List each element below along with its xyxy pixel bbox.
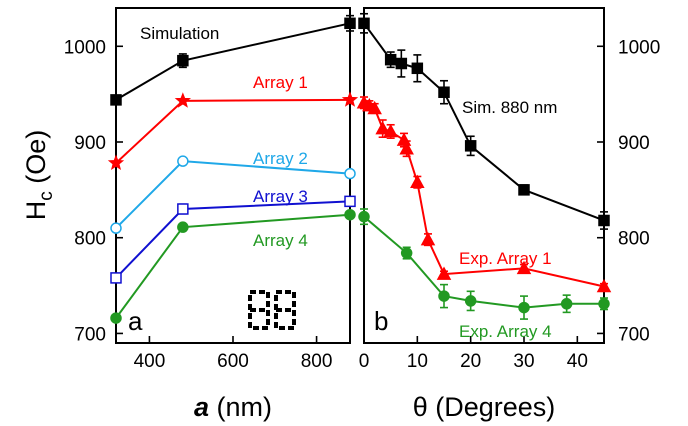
p2-series-2-point	[560, 298, 573, 310]
y-tick-label: 800	[74, 229, 106, 250]
label-array-1: Array 1	[253, 73, 308, 92]
y-tick-label: 900	[618, 133, 650, 154]
p1-series-3-line	[115, 200, 351, 279]
p1-series-4-point	[344, 208, 356, 221]
p2-series-1-point	[436, 266, 452, 280]
p2-series-0-point	[438, 86, 450, 98]
p1-series-2-point	[344, 167, 356, 180]
p2-series-1-point	[367, 100, 382, 115]
p2-series-1-point	[410, 174, 425, 188]
p2-series-1-point	[420, 232, 436, 246]
p2-series-2-point	[464, 295, 477, 307]
p2-series-0-line	[363, 22, 605, 222]
panel-b-x-axis-label: θ (Degrees)	[413, 392, 556, 422]
p2-series-0-point	[518, 184, 530, 196]
label-sim-880: Sim. 880 nm	[462, 98, 557, 117]
panel-b-frame	[363, 7, 605, 344]
panel-b-letter: b	[374, 306, 388, 336]
p1-series-1-line	[115, 98, 351, 164]
p2-series-0-point	[395, 57, 408, 70]
p1-series-1-point	[341, 91, 359, 107]
p1-series-2-point	[177, 155, 189, 167]
p1-series-0-point	[177, 54, 189, 67]
y-tick-label: 700	[618, 324, 650, 345]
label-exp-array-1: Exp. Array 1	[459, 249, 552, 268]
p2-series-2-point	[358, 210, 370, 223]
label-simulation: Simulation	[140, 24, 219, 43]
dashed-glyph-icon	[248, 290, 296, 330]
y-tick-label: 1000	[618, 37, 660, 58]
p2-series-0-point	[464, 140, 477, 152]
p1-series-3-point	[177, 203, 189, 215]
p2-series-0-point	[384, 53, 397, 66]
x-tick-label: 30	[513, 351, 534, 372]
label-array-4: Array 4	[253, 231, 308, 250]
x-tick-label: 10	[407, 351, 428, 372]
x-tick-label: 20	[460, 351, 481, 372]
y-tick-label: 800	[618, 229, 650, 250]
p1-series-0-point	[344, 17, 356, 30]
panel-b-ticks: 0 10 20 30 40 700 800 900 1000	[359, 37, 661, 372]
p1-series-4-point	[177, 221, 189, 233]
p1-series-4-point	[110, 312, 122, 324]
p2-series-0-point	[411, 62, 424, 75]
label-exp-array-4: Exp. Array 4	[459, 322, 552, 341]
p1-series-1-point	[174, 92, 192, 108]
x-tick-label: 40	[567, 351, 588, 372]
p2-series-1-point	[516, 260, 532, 275]
x-tick-label: 600	[217, 351, 249, 372]
panel-a-y-axis-label: Hc (Oe)	[21, 130, 57, 221]
p2-series-2-point	[438, 290, 450, 302]
p2-series-1-point	[375, 121, 390, 135]
p2-series-1-point	[383, 123, 398, 138]
panel-a-x-axis-label: a (nm)	[194, 392, 272, 422]
y-tick-label: 700	[74, 324, 106, 345]
x-tick-label: 0	[359, 351, 370, 372]
p2-series-2-point	[400, 247, 413, 259]
y-tick-label: 1000	[64, 37, 106, 58]
p2-series-1-point	[399, 141, 414, 155]
p1-series-1-point	[107, 154, 125, 170]
p2-series-1-point	[596, 278, 612, 293]
panel-b-plot	[356, 12, 612, 320]
p1-series-3-point	[344, 195, 356, 208]
p1-series-4-line	[115, 213, 351, 319]
panel-a-letter: a	[128, 306, 143, 336]
label-array-2: Array 2	[253, 149, 308, 168]
x-tick-label: 800	[301, 351, 333, 372]
x-tick-label: 400	[134, 351, 166, 372]
label-array-3: Array 3	[253, 187, 308, 206]
panel-a-ticks: 400 600 800 700 800 900 1000	[64, 37, 333, 372]
p2-series-0-point	[358, 17, 370, 30]
p2-series-0-point	[598, 214, 610, 227]
panel-a-plot	[107, 14, 359, 324]
panel-a-frame	[115, 7, 351, 344]
p1-series-3-point	[110, 272, 122, 284]
p1-series-0-point	[110, 94, 122, 106]
p2-series-2-point	[518, 301, 530, 314]
p2-series-1-point	[396, 132, 412, 146]
p1-series-2-point	[110, 222, 122, 234]
y-tick-label: 900	[74, 133, 106, 154]
p2-series-2-point	[598, 298, 610, 310]
